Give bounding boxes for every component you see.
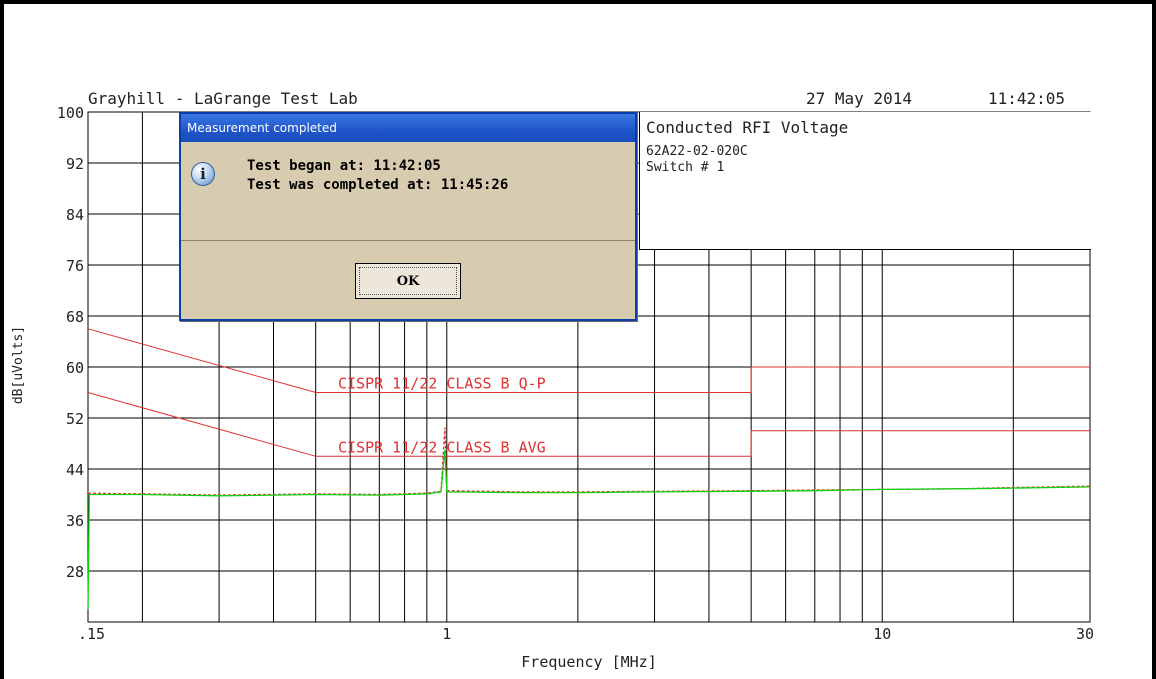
x-tick-label: 1 <box>442 625 451 643</box>
avg-trace <box>87 449 1091 610</box>
measurement-dialog: Measurement completed i Test began at: 1… <box>179 112 637 321</box>
dialog-title: Measurement completed <box>187 121 337 135</box>
test-began-text: Test began at: 11:42:05 <box>247 158 441 174</box>
x-tick-label: 30 <box>1076 625 1094 643</box>
info-switch: Switch # 1 <box>646 160 725 175</box>
limit-label: CISPR 11/22 CLASS B AVG <box>338 438 546 456</box>
lab-title: Grayhill - LaGrange Test Lab <box>88 89 358 108</box>
x-tick-label: .15 <box>78 625 105 643</box>
limit-line <box>87 328 1090 393</box>
y-tick-label: 36 <box>66 512 84 530</box>
y-tick-label: 52 <box>66 410 84 428</box>
y-tick-label: 76 <box>66 257 84 275</box>
limit-label: CISPR 11/22 CLASS B Q-P <box>338 375 546 393</box>
x-axis-label: Frequency [MHz] <box>521 653 656 671</box>
dialog-titlebar[interactable]: Measurement completed <box>181 114 635 142</box>
x-tick-label: 10 <box>873 625 891 643</box>
ok-button[interactable]: OK <box>355 263 461 299</box>
y-tick-label: 92 <box>66 155 84 173</box>
info-icon: i <box>191 162 215 186</box>
test-date: 27 May 2014 <box>806 89 912 108</box>
dialog-footer: OK <box>181 241 635 320</box>
info-panel: Conducted RFI Voltage 62A22-02-020C Swit… <box>639 112 1091 250</box>
y-tick-label: 100 <box>57 104 84 122</box>
dialog-body: i Test began at: 11:42:05 Test was compl… <box>181 142 635 241</box>
test-time: 11:42:05 <box>988 89 1066 108</box>
y-axis-label: dB[uVolts] <box>11 326 26 404</box>
y-tick-label: 68 <box>66 308 84 326</box>
qp-trace <box>87 427 1091 496</box>
y-tick-label: 84 <box>66 206 84 224</box>
info-title: Conducted RFI Voltage <box>646 118 849 137</box>
y-tick-label: 28 <box>66 563 84 581</box>
y-tick-label: 44 <box>66 461 84 479</box>
limit-line <box>87 392 1090 457</box>
test-completed-text: Test was completed at: 11:45:26 <box>247 177 509 193</box>
y-tick-label: 60 <box>66 359 84 377</box>
info-part-number: 62A22-02-020C <box>646 144 748 159</box>
